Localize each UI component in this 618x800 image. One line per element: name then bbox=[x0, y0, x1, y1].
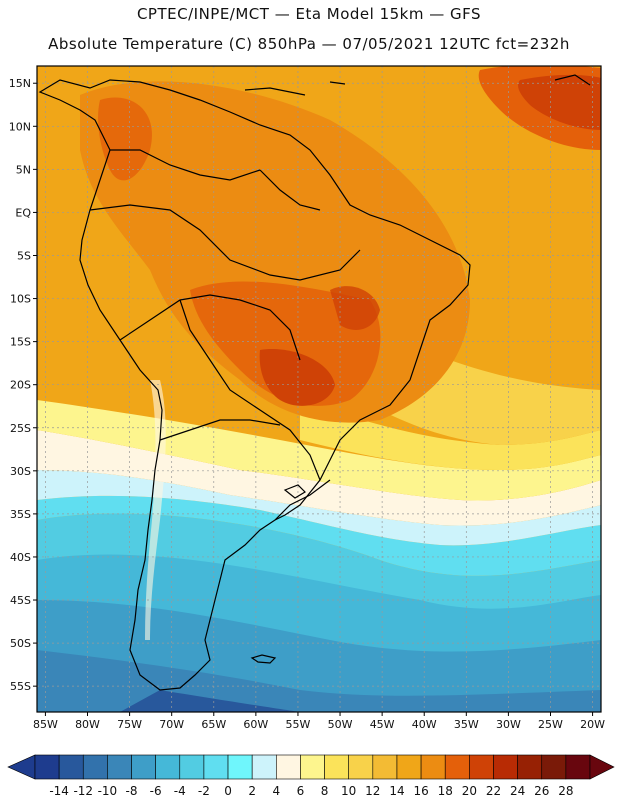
longitude-label: 65W bbox=[201, 718, 226, 731]
longitude-label: 85W bbox=[33, 718, 58, 731]
colorbar-swatch bbox=[227, 754, 253, 780]
colorbar-label: -4 bbox=[174, 784, 186, 798]
latitude-label: 40S bbox=[10, 551, 31, 564]
colorbar-swatch bbox=[179, 754, 205, 780]
colorbar-label: 20 bbox=[462, 784, 477, 798]
temperature-field bbox=[37, 66, 601, 712]
temperature-colorbar bbox=[7, 754, 615, 780]
colorbar-label: 6 bbox=[297, 784, 305, 798]
colorbar-swatch bbox=[276, 754, 301, 780]
colorbar-swatch bbox=[300, 754, 325, 780]
map-title-line-2: Absolute Temperature (C) 850hPa — 07/05/… bbox=[48, 35, 570, 53]
longitude-label: 20W bbox=[580, 718, 605, 731]
latitude-label: 55S bbox=[10, 680, 31, 693]
latitude-label: 35S bbox=[10, 508, 31, 521]
colorbar-label: 22 bbox=[486, 784, 501, 798]
colorbar-label: 8 bbox=[321, 784, 329, 798]
latitude-label: 10N bbox=[9, 120, 31, 133]
colorbar-label: 24 bbox=[510, 784, 525, 798]
coastline bbox=[38, 74, 591, 691]
colorbar-label: 18 bbox=[438, 784, 453, 798]
latitude-label: 5N bbox=[16, 163, 31, 176]
colorbar-label: 28 bbox=[558, 784, 573, 798]
colorbar-label: 16 bbox=[413, 784, 428, 798]
latitude-label: 15S bbox=[10, 336, 31, 349]
colorbar-label: -10 bbox=[98, 784, 118, 798]
longitude-label: 30W bbox=[496, 718, 521, 731]
latitude-label: EQ bbox=[15, 206, 31, 219]
colorbar-swatch bbox=[58, 754, 84, 780]
colorbar-label: -12 bbox=[73, 784, 93, 798]
colorbar-swatch bbox=[541, 754, 567, 780]
colorbar-label: 10 bbox=[341, 784, 356, 798]
colorbar-swatch bbox=[107, 754, 132, 780]
latitude-label: 15N bbox=[9, 77, 31, 90]
colorbar-swatch bbox=[251, 754, 277, 780]
map-title-line-1: CPTEC/INPE/MCT — Eta Model 15km — GFS bbox=[136, 5, 482, 23]
longitude-label: 70W bbox=[159, 718, 184, 731]
colorbar-swatch bbox=[396, 754, 422, 780]
longitude-label: 25W bbox=[538, 718, 563, 731]
colorbar-left-arrow bbox=[7, 754, 36, 780]
longitude-label: 45W bbox=[370, 718, 395, 731]
latitude-label: 50S bbox=[10, 637, 31, 650]
longitude-label: 40W bbox=[412, 718, 437, 731]
colorbar-swatch bbox=[203, 754, 229, 780]
colorbar-swatch bbox=[155, 754, 181, 780]
colorbar-swatch bbox=[34, 754, 60, 780]
colorbar-label: -8 bbox=[126, 784, 138, 798]
map-gridlines bbox=[37, 66, 601, 712]
latitude-label: 20S bbox=[10, 379, 31, 392]
colorbar-swatch bbox=[565, 754, 591, 780]
colorbar-swatch bbox=[444, 754, 470, 780]
longitude-axis-labels: 85W 80W 75W 70W 65W 60W 55W 50W 45W 40W 35W 30W 25W 2… bbox=[33, 712, 605, 731]
colorbar-swatch bbox=[324, 754, 349, 780]
latitude-axis-labels: 15N 10N 5N EQ 5S 10S 15S 20S 25S 30S 35S 40S 45S 50S 5… bbox=[9, 77, 37, 693]
latitude-label: 10S bbox=[10, 293, 31, 306]
longitude-label: 50W bbox=[328, 718, 353, 731]
longitude-label: 60W bbox=[243, 718, 268, 731]
colorbar-labels: -14 -12 -10 -8 -6 -4 -2 0 2 4 6 8 10 12 14 16 18 20 22 24 26… bbox=[49, 784, 573, 798]
colorbar-label: 12 bbox=[365, 784, 380, 798]
longitude-label: 55W bbox=[286, 718, 311, 731]
longitude-label: 75W bbox=[117, 718, 142, 731]
latitude-label: 5S bbox=[17, 249, 31, 262]
colorbar-swatch bbox=[493, 754, 518, 780]
map-frame bbox=[36, 65, 602, 713]
latitude-label: 30S bbox=[10, 465, 31, 478]
longitude-label: 35W bbox=[454, 718, 479, 731]
colorbar-swatch bbox=[372, 754, 398, 780]
colorbar-label: 2 bbox=[248, 784, 256, 798]
colorbar-label: 26 bbox=[534, 784, 549, 798]
colorbar-label: -14 bbox=[49, 784, 69, 798]
colorbar-label: -2 bbox=[198, 784, 210, 798]
colorbar-swatch bbox=[131, 754, 156, 780]
colorbar-swatch bbox=[517, 754, 543, 780]
colorbar-label: 0 bbox=[224, 784, 232, 798]
longitude-label: 80W bbox=[75, 718, 100, 731]
colorbar-swatch bbox=[348, 754, 374, 780]
colorbar-label: 14 bbox=[389, 784, 404, 798]
colorbar-label: -6 bbox=[150, 784, 162, 798]
latitude-label: 45S bbox=[10, 594, 31, 607]
colorbar-swatch bbox=[420, 754, 446, 780]
latitude-label: 25S bbox=[10, 422, 31, 435]
colorbar-right-arrow bbox=[589, 754, 615, 780]
colorbar-swatch bbox=[469, 754, 494, 780]
colorbar-swatch bbox=[82, 754, 108, 780]
colorbar-label: 4 bbox=[272, 784, 280, 798]
